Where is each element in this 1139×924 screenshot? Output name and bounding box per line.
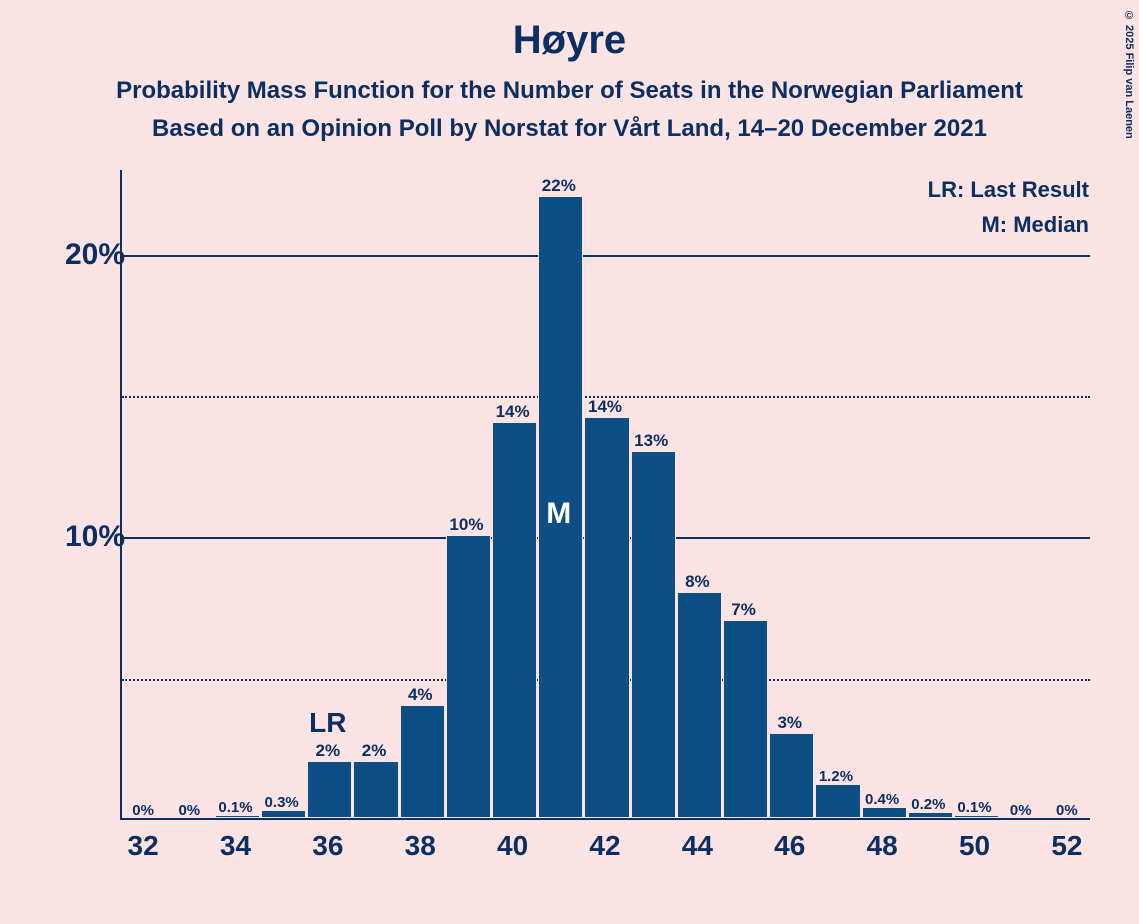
gridline-major (122, 255, 1090, 257)
x-axis-tick-label: 44 (682, 830, 713, 862)
bar-value-label: 0.1% (957, 799, 991, 816)
bar (261, 810, 306, 818)
x-axis-tick-label: 38 (405, 830, 436, 862)
bar-value-label: 2% (316, 741, 341, 761)
chart-title: Høyre (0, 0, 1139, 63)
x-axis-tick-label: 36 (312, 830, 343, 862)
bar (677, 592, 722, 818)
bar (353, 761, 398, 818)
chart-area: 10% 20% 32 34 36 38 40 42 44 46 48 50 52 0% 0% 0.1% 0.3%… (30, 170, 1110, 890)
bar-value-label: 7% (731, 600, 756, 620)
bar-value-label: 14% (588, 397, 622, 417)
bar-value-label: 22% (542, 176, 576, 196)
bar-value-label: 0.3% (265, 794, 299, 811)
bar-value-label: 3% (777, 713, 802, 733)
bar (446, 535, 491, 818)
x-axis-tick-label: 48 (867, 830, 898, 862)
x-axis-tick-label: 46 (774, 830, 805, 862)
x-axis-tick-label: 50 (959, 830, 990, 862)
x-axis-tick-label: 52 (1051, 830, 1082, 862)
bar (723, 620, 768, 818)
chart-subtitle-1: Probability Mass Function for the Number… (0, 77, 1139, 105)
x-axis-tick-label: 40 (497, 830, 528, 862)
bar (492, 422, 537, 818)
plot-area (120, 170, 1090, 820)
bar-value-label: 0% (1056, 802, 1078, 819)
bar (815, 784, 860, 818)
bar (631, 451, 676, 818)
bar (400, 705, 445, 818)
bar-value-label: 2% (362, 741, 387, 761)
bar-value-label: 4% (408, 685, 433, 705)
y-axis-tick-label: 10% (45, 520, 125, 554)
bar-value-label: 1.2% (819, 768, 853, 785)
bar-value-label: 14% (496, 402, 530, 422)
bar-value-label: 0% (178, 802, 200, 819)
bar (307, 761, 352, 818)
x-axis-tick-label: 32 (128, 830, 159, 862)
annotation-lr: LR (309, 707, 346, 739)
bar-value-label: 0.2% (911, 796, 945, 813)
copyright-text: © 2025 Filip van Laenen (1123, 10, 1135, 139)
bar-value-label: 0.1% (218, 799, 252, 816)
bar-value-label: 8% (685, 572, 710, 592)
bar-value-label: 0.4% (865, 791, 899, 808)
bar (862, 807, 907, 818)
chart-subtitle-2: Based on an Opinion Poll by Norstat for … (0, 115, 1139, 143)
bar (584, 417, 629, 818)
bar-value-label: 0% (132, 802, 154, 819)
y-axis-tick-label: 20% (45, 238, 125, 272)
x-axis-tick-label: 42 (589, 830, 620, 862)
bar-value-label: 0% (1010, 802, 1032, 819)
bar-value-label: 13% (634, 431, 668, 451)
annotation-m: M (546, 497, 571, 531)
x-axis-tick-label: 34 (220, 830, 251, 862)
bar (769, 733, 814, 818)
bar-value-label: 10% (449, 515, 483, 535)
